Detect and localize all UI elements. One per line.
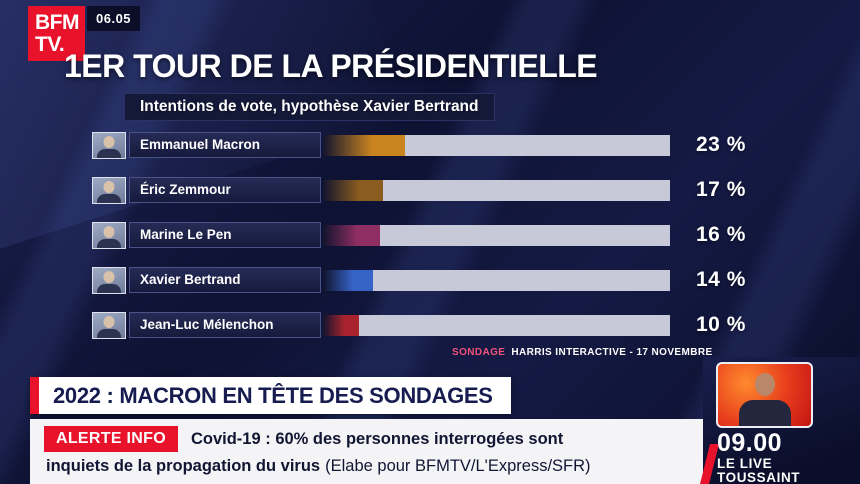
host-thumbnail	[716, 362, 813, 428]
bar-track	[323, 314, 670, 336]
ticker-headline: Covid-19 : 60% des personnes interrogées…	[190, 429, 564, 448]
live-program-time: 09.00	[717, 429, 783, 457]
candidate-photo	[92, 131, 126, 159]
ticker-line-1: ALERTE INFO Covid-19 : 60% des personnes…	[44, 426, 705, 452]
bfm-tv-logo: BFM TV.	[28, 6, 85, 61]
candidate-photo	[92, 221, 126, 249]
percentage-label: 16 %	[696, 223, 746, 246]
candidate-name-label: Marine Le Pen	[129, 222, 321, 248]
live-program-host: TOUSSAINT	[717, 470, 801, 484]
ticker-attribution: (Elabe pour BFMTV/L'Express/SFR)	[325, 457, 591, 475]
bar-track	[323, 269, 670, 291]
candidate-row: Marine Le Pen 16 %	[92, 221, 746, 249]
bar-track	[323, 224, 670, 246]
candidate-name-label: Emmanuel Macron	[129, 132, 321, 158]
bar-track	[323, 179, 670, 201]
percentage-label: 10 %	[696, 313, 746, 336]
candidate-name-label: Jean-Luc Mélenchon	[129, 312, 321, 338]
ticker-headline-continued: inquiets de la propagation du virus	[46, 457, 321, 475]
poll-source-label: SONDAGE	[452, 347, 506, 358]
alert-info-badge: ALERTE INFO	[44, 426, 178, 452]
candidate-row: Emmanuel Macron 23 %	[92, 131, 746, 159]
percentage-label: 23 %	[696, 133, 746, 156]
logo-line-1: BFM	[35, 11, 80, 34]
candidate-row: Éric Zemmour 17 %	[92, 176, 746, 204]
chart-subtitle: Intentions de vote, hypothèse Xavier Ber…	[124, 93, 495, 121]
percentage-label: 14 %	[696, 268, 746, 291]
live-program-panel: 09.00 LE LIVE TOUSSAINT	[700, 357, 860, 484]
headline-banner: 2022 : MACRON EN TÊTE DES SONDAGES	[30, 377, 511, 414]
poll-result-bar	[323, 134, 405, 156]
candidate-photo	[92, 266, 126, 294]
candidate-name-label: Éric Zemmour	[129, 177, 321, 203]
poll-source: SONDAGE HARRIS INTERACTIVE - 17 NOVEMBRE	[452, 347, 713, 358]
candidate-row: Jean-Luc Mélenchon 10 %	[92, 311, 746, 339]
logo-line-2: TV.	[35, 33, 65, 57]
bar-track	[323, 134, 670, 156]
headline-text: 2022 : MACRON EN TÊTE DES SONDAGES	[53, 382, 493, 408]
live-program-label: LE LIVE	[717, 456, 773, 471]
poll-result-bar	[323, 224, 380, 246]
news-ticker: ALERTE INFO Covid-19 : 60% des personnes…	[30, 419, 705, 484]
candidate-photo	[92, 176, 126, 204]
candidate-photo	[92, 311, 126, 339]
chart-title: 1ER TOUR DE LA PRÉSIDENTIELLE	[64, 48, 598, 84]
broadcast-clock: 06.05	[87, 6, 141, 31]
percentage-label: 17 %	[696, 178, 746, 201]
candidate-row: Xavier Bertrand 14 %	[92, 266, 746, 294]
candidate-name-label: Xavier Bertrand	[129, 267, 321, 293]
poll-bar-chart: Emmanuel Macron 23 % Éric Zemmour 17 % Marin…	[92, 131, 746, 356]
poll-source-text: HARRIS INTERACTIVE - 17 NOVEMBRE	[511, 347, 713, 358]
ticker-line-2: inquiets de la propagation du virus (Elab…	[46, 457, 705, 476]
banner-red-strip	[30, 377, 39, 414]
poll-result-bar	[323, 314, 359, 336]
poll-result-bar	[323, 269, 373, 291]
poll-result-bar	[323, 179, 384, 201]
